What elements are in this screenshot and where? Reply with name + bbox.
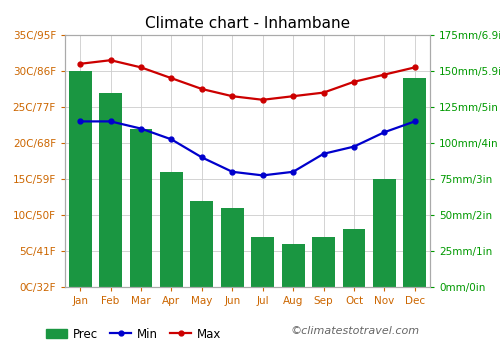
Bar xyxy=(373,179,396,287)
Bar xyxy=(282,244,304,287)
Bar xyxy=(69,71,92,287)
Title: Climate chart - Inhambane: Climate chart - Inhambane xyxy=(145,16,350,31)
Bar xyxy=(252,237,274,287)
Legend: Prec, Min, Max: Prec, Min, Max xyxy=(46,328,222,341)
Bar xyxy=(160,172,183,287)
Bar xyxy=(130,128,152,287)
Bar xyxy=(99,93,122,287)
Bar xyxy=(190,201,214,287)
Bar xyxy=(404,78,426,287)
Text: ©climatestotravel.com: ©climatestotravel.com xyxy=(290,326,419,336)
Bar xyxy=(221,208,244,287)
Bar xyxy=(312,237,335,287)
Bar xyxy=(342,229,365,287)
